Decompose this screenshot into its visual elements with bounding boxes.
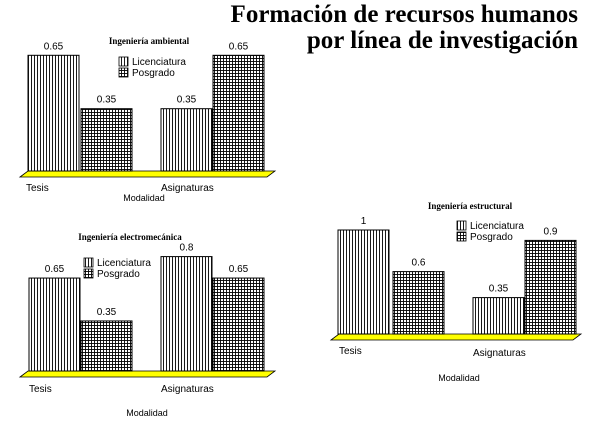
chart-2-bar-licenciatura-tesis	[28, 277, 81, 372]
chart-3-category-label-1: Asignaturas	[473, 348, 526, 359]
chart-1-value-label-1-0: 0.35	[97, 95, 117, 106]
chart-3-value-label-1-0: 0.6	[412, 258, 426, 269]
chart-1-value-label-0-0: 0.65	[44, 41, 64, 52]
chart-2-bar-licenciatura-asignaturas	[160, 256, 213, 372]
chart-3-value-label-0-1: 0.35	[489, 284, 509, 295]
chart-2-category-label-0: Tesis	[29, 384, 52, 395]
chart-2-value-label-0-0: 0.65	[45, 264, 65, 275]
chart-2-category-label-1: Asignaturas	[161, 384, 214, 395]
chart-1-category-label-0: Tesis	[26, 183, 49, 194]
chart-1-value-label-0-1: 0.35	[177, 95, 197, 106]
chart-1-floor	[18, 170, 277, 178]
slide-title-line-1: Formación de recursos humanos	[230, 1, 578, 28]
chart-3-bar-posgrado-asignaturas	[524, 239, 577, 335]
chart-1-xlabel: Modalidad	[123, 193, 165, 203]
chart-1-bar-licenciatura-tesis	[27, 54, 80, 172]
chart-2-bar-posgrado-asignaturas	[212, 277, 265, 372]
chart-2-legend-swatch-1	[83, 268, 94, 279]
chart-1-legend-swatch-1	[118, 67, 129, 78]
chart-1-bar-posgrado-asignaturas	[212, 54, 265, 172]
chart-3-category-label-0: Tesis	[339, 346, 362, 357]
chart-3-bar-posgrado-tesis	[392, 271, 445, 335]
chart-2-legend-label-1: Posgrado	[97, 269, 140, 280]
chart-2-value-label-0-1: 0.8	[180, 243, 194, 254]
chart-2-legend-swatch-0	[83, 257, 94, 268]
chart-1-legend-label-0: Licenciatura	[132, 57, 186, 68]
chart-1-title: Ingeniería ambiental	[109, 36, 190, 46]
chart-2-title: Ingeniería electromecánica	[78, 232, 182, 242]
chart-1-category-label-1: Asignaturas	[161, 183, 214, 194]
chart-3-value-label-1-1: 0.9	[544, 226, 558, 237]
chart-2-bar-posgrado-tesis	[80, 320, 133, 372]
chart-3-title: Ingeniería estructural	[428, 201, 513, 211]
chart-3-bar-licenciatura-tesis	[337, 229, 390, 335]
chart-3-xlabel: Modalidad	[438, 373, 480, 383]
chart-2-legend-label-0: Licenciatura	[97, 258, 151, 269]
chart-3-value-label-0-0: 1	[361, 216, 367, 227]
chart-3-floor	[329, 333, 583, 341]
slide-title-line-2: por línea de investigación	[306, 27, 578, 54]
chart-1-bar-posgrado-tesis	[80, 108, 133, 172]
chart-3-legend-swatch-1	[456, 231, 467, 242]
chart-1-bar-licenciatura-asignaturas	[160, 108, 213, 172]
chart-1-value-label-1-1: 0.65	[229, 41, 249, 52]
chart-3-legend-label-1: Posgrado	[470, 232, 513, 243]
chart-2-value-label-1-0: 0.35	[97, 307, 117, 318]
chart-1-legend-label-1: Posgrado	[132, 68, 175, 79]
chart-2-xlabel: Modalidad	[126, 408, 168, 418]
chart-2-value-label-1-1: 0.65	[229, 264, 249, 275]
chart-2-floor	[18, 370, 277, 378]
chart-3-bar-licenciatura-asignaturas	[472, 297, 525, 335]
chart-3-legend-label-0: Licenciatura	[470, 221, 524, 232]
chart-3-legend-swatch-0	[456, 220, 467, 231]
chart-1-legend-swatch-0	[118, 56, 129, 67]
